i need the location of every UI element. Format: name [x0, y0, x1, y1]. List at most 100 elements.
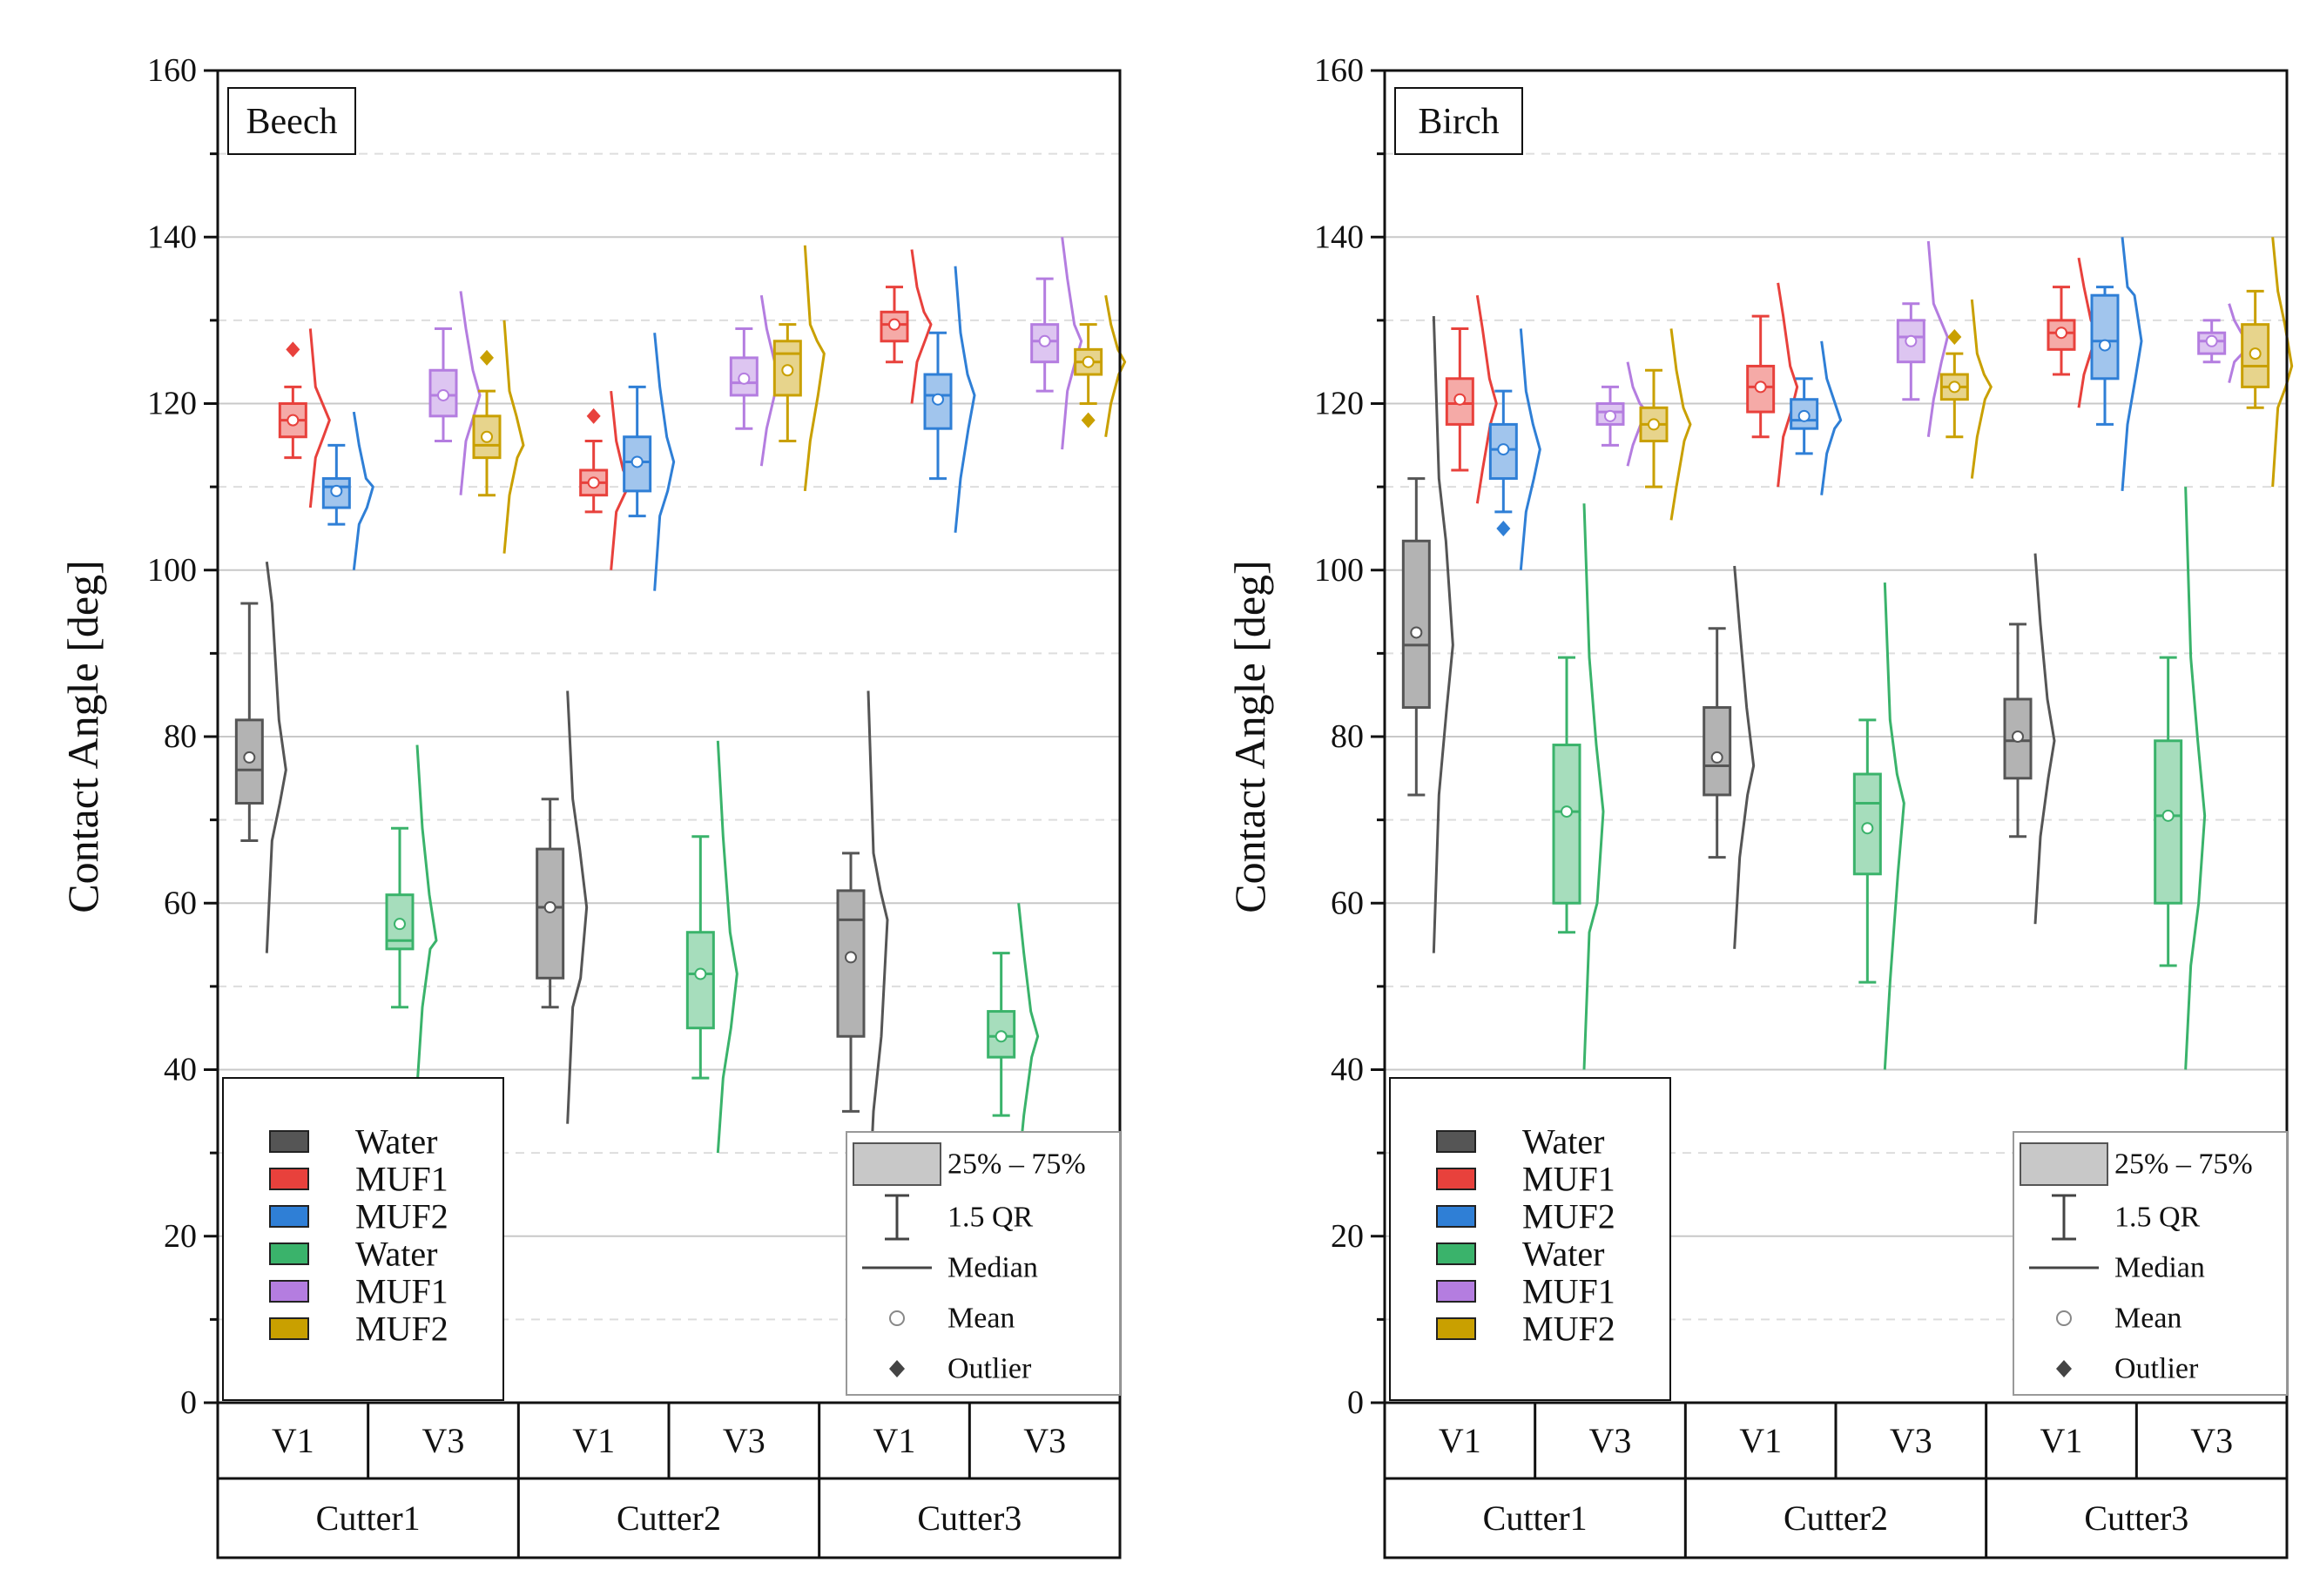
box-cutter3-v3-water [2154, 487, 2207, 1070]
distribution-curve [1061, 237, 1083, 450]
box-iqr [1488, 422, 1518, 481]
mean-marker [1453, 393, 1467, 406]
box-cutter3-v1-muf1 [880, 249, 933, 404]
distribution-curve [502, 320, 525, 554]
mean-marker [1082, 355, 1095, 368]
distribution-curve [2121, 237, 2143, 492]
box-cutter1-v3-muf2 [1639, 328, 1692, 521]
legend-swatch [1436, 1130, 1476, 1153]
box-cutter2-v1-water [536, 690, 589, 1124]
distribution-curve [415, 744, 438, 1087]
outlier-marker [1947, 329, 1962, 345]
outlier-marker [286, 341, 300, 358]
mean-marker [2012, 731, 2024, 743]
mean-marker [587, 476, 600, 489]
y-tick-label: 20 [1331, 1218, 1364, 1255]
distribution-curve [459, 291, 482, 495]
cutter-label: Cutter1 [1483, 1498, 1588, 1538]
box-cutter2-v3-muf1 [1896, 240, 1949, 437]
distribution-curve [1883, 583, 1905, 1070]
version-label: V1 [873, 1421, 916, 1460]
version-label: V3 [1589, 1421, 1632, 1460]
box-key: 25% – 75% 1.5 QR Median Mean Outlier [846, 1131, 1121, 1396]
box-cutter3-v3-muf2 [2241, 237, 2294, 488]
box-cutter1-v1-water [234, 562, 287, 953]
box-cutter1-v3-water [1552, 503, 1605, 1070]
legend-swatch [269, 1280, 309, 1303]
key-mean-label: Mean [2114, 1303, 2182, 1335]
key-median-label: Median [2114, 1252, 2205, 1284]
box-cutter2-v3-muf2 [1939, 299, 1993, 479]
key-outlier-label: Outlier [2114, 1353, 2199, 1385]
mean-marker [631, 455, 644, 468]
box-cutter3-v1-muf2 [2090, 237, 2143, 492]
distribution-curve [1519, 328, 1541, 570]
distribution-curve [265, 562, 287, 953]
key-whisker-label: 1.5 QR [947, 1202, 1034, 1234]
box-iqr [1852, 772, 1882, 876]
box-cutter1-v3-muf1 [1595, 361, 1649, 467]
y-tick-label: 100 [147, 552, 197, 589]
y-tick-label: 160 [147, 52, 197, 89]
legend-swatch [269, 1205, 309, 1228]
legend-label: MUF1 [355, 1160, 448, 1199]
version-label: V1 [1439, 1421, 1481, 1460]
mean-marker [2161, 809, 2175, 822]
key-median-label: Median [947, 1252, 1038, 1284]
mean-marker [1754, 380, 1767, 394]
box-cutter1-v1-water [1401, 316, 1454, 953]
key-mean-marker [889, 1310, 905, 1326]
box-cutter2-v3-water [685, 740, 738, 1154]
y-axis-label: Contact Angle [deg] [58, 560, 107, 912]
key-range-swatch [853, 1142, 941, 1186]
mean-marker [738, 372, 751, 385]
y-tick-label: 140 [147, 219, 197, 255]
box-iqr [685, 931, 715, 1030]
y-tick-label: 40 [164, 1052, 197, 1088]
mean-marker [1497, 443, 1510, 456]
mean-marker [694, 967, 707, 980]
mean-marker [287, 414, 300, 427]
box-iqr [1030, 323, 1060, 364]
y-tick-label: 60 [1331, 885, 1364, 921]
key-outlier-marker [889, 1360, 905, 1377]
distribution-curve [2271, 237, 2294, 488]
box-cutter2-v1-water [1703, 565, 1756, 949]
distribution-curve [910, 249, 933, 404]
distribution-curve [803, 245, 826, 492]
distribution-curve [308, 328, 331, 508]
mean-marker [2055, 327, 2067, 340]
legend-swatch [269, 1242, 309, 1265]
panel-title: Beech [246, 102, 338, 142]
distribution-curve [867, 690, 889, 1220]
mean-marker [1561, 805, 1573, 818]
mean-marker [1905, 334, 1918, 347]
legend-label: Water [1522, 1122, 1605, 1162]
version-label: V3 [422, 1421, 465, 1460]
box-cutter1-v1-muf1 [1445, 294, 1498, 504]
mean-marker [2205, 334, 2218, 347]
box-cutter3-v1-muf1 [2047, 257, 2100, 408]
key-range-label: 25% – 75% [947, 1148, 1086, 1181]
distribution-curve [1432, 316, 1454, 953]
key-whisker-label: 1.5 QR [2114, 1202, 2201, 1234]
mean-marker [1038, 334, 1051, 347]
box-cutter1-v1-muf2 [1488, 328, 1541, 570]
y-tick-label: 120 [1314, 386, 1364, 422]
mean-marker [543, 901, 556, 914]
y-tick-label: 140 [1314, 219, 1364, 255]
y-tick-label: 60 [164, 885, 197, 921]
box-cutter3-v3-muf2 [1074, 294, 1127, 437]
box-cutter3-v3-muf1 [2197, 303, 2250, 383]
box-iqr [1552, 744, 1581, 905]
distribution-curve [1582, 503, 1605, 1070]
y-tick-label: 120 [147, 386, 197, 422]
distribution-curve [1820, 340, 1843, 495]
box-iqr [836, 889, 866, 1038]
key-range-swatch [2020, 1142, 2108, 1186]
mean-marker [1797, 409, 1811, 422]
box-cutter2-v3-muf1 [729, 294, 782, 467]
